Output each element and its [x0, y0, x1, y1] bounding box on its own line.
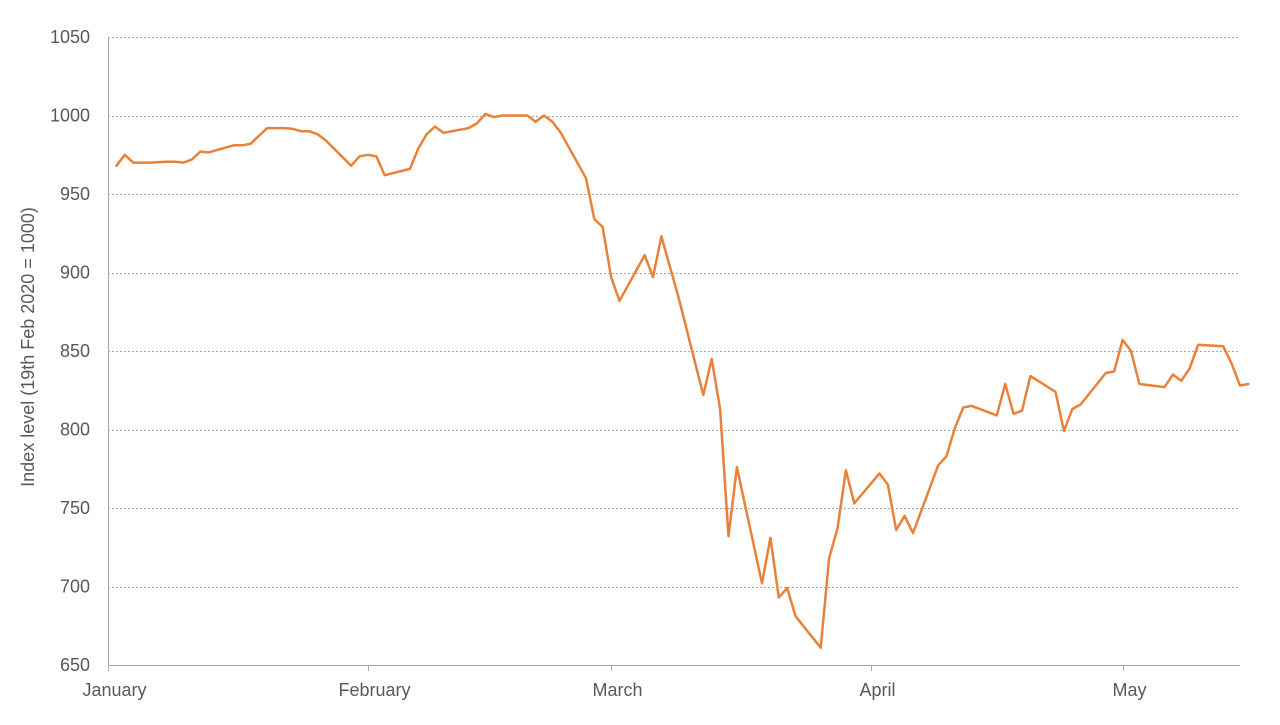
x-tick-label: February	[338, 680, 410, 700]
y-tick-label: 1000	[50, 106, 90, 126]
y-tick-label: 700	[60, 577, 90, 597]
x-tick-label: May	[1112, 680, 1146, 700]
series-line	[115, 112, 1250, 649]
y-tick-label: 650	[60, 655, 90, 675]
grid-layer	[108, 37, 1240, 588]
x-tick-labels: January February March April May	[82, 680, 1146, 700]
y-tick-label: 1050	[50, 27, 90, 47]
y-tick-label: 800	[60, 420, 90, 440]
y-axis-title: Index level (19th Feb 2020 = 1000)	[18, 207, 38, 487]
y-tick-label: 950	[60, 184, 90, 204]
axes-layer	[108, 37, 1240, 671]
y-tick-labels: 650 700 750 800 850 900 950 1000 1050	[50, 27, 90, 675]
x-tick-label: April	[859, 680, 895, 700]
x-tick-label: January	[82, 680, 146, 700]
y-tick-label: 750	[60, 498, 90, 518]
y-tick-label: 850	[60, 341, 90, 361]
y-tick-label: 900	[60, 263, 90, 283]
x-tick-label: March	[592, 680, 642, 700]
series-layer	[115, 112, 1250, 649]
